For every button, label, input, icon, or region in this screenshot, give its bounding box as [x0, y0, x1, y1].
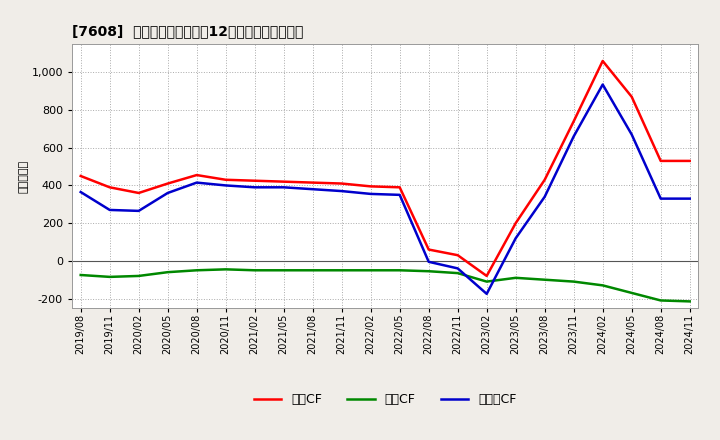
- 投資CF: [482, 279, 491, 284]
- 投資CF: [570, 279, 578, 284]
- 投資CF: [251, 268, 259, 273]
- 営業CF: [251, 178, 259, 183]
- 営業CF: [135, 191, 143, 196]
- 投資CF: [221, 267, 230, 272]
- 営業CF: [105, 185, 114, 190]
- 投資CF: [395, 268, 404, 273]
- 投資CF: [541, 277, 549, 282]
- 投資CF: [308, 268, 317, 273]
- 営業CF: [163, 181, 172, 186]
- 投資CF: [76, 272, 85, 278]
- フリーCF: [511, 235, 520, 241]
- 営業CF: [482, 273, 491, 279]
- 営業CF: [366, 184, 375, 189]
- 投資CF: [366, 268, 375, 273]
- 営業CF: [570, 119, 578, 124]
- フリーCF: [657, 196, 665, 201]
- Line: 営業CF: 営業CF: [81, 61, 690, 276]
- 投資CF: [454, 271, 462, 276]
- Line: 投資CF: 投資CF: [81, 269, 690, 301]
- フリーCF: [163, 191, 172, 196]
- Text: [7608]  キャッシュフローの12か月移動合計の推移: [7608] キャッシュフローの12か月移動合計の推移: [72, 24, 303, 38]
- フリーCF: [454, 266, 462, 271]
- フリーCF: [221, 183, 230, 188]
- 投資CF: [338, 268, 346, 273]
- フリーCF: [570, 134, 578, 139]
- 営業CF: [511, 220, 520, 226]
- 営業CF: [424, 247, 433, 252]
- Line: フリーCF: フリーCF: [81, 84, 690, 294]
- フリーCF: [685, 196, 694, 201]
- 投資CF: [685, 299, 694, 304]
- 営業CF: [279, 179, 288, 184]
- 投資CF: [279, 268, 288, 273]
- 営業CF: [454, 253, 462, 258]
- 営業CF: [221, 177, 230, 183]
- フリーCF: [251, 185, 259, 190]
- フリーCF: [541, 194, 549, 199]
- フリーCF: [135, 208, 143, 213]
- フリーCF: [338, 188, 346, 194]
- 投資CF: [657, 298, 665, 303]
- 投資CF: [511, 275, 520, 280]
- フリーCF: [598, 82, 607, 87]
- フリーCF: [424, 259, 433, 264]
- フリーCF: [105, 207, 114, 213]
- フリーCF: [395, 192, 404, 198]
- 投資CF: [163, 270, 172, 275]
- フリーCF: [366, 191, 375, 197]
- フリーCF: [308, 187, 317, 192]
- 投資CF: [627, 290, 636, 296]
- フリーCF: [76, 189, 85, 194]
- 投資CF: [135, 273, 143, 279]
- 営業CF: [685, 158, 694, 164]
- 営業CF: [395, 185, 404, 190]
- 投資CF: [192, 268, 201, 273]
- 投資CF: [105, 274, 114, 279]
- フリーCF: [627, 132, 636, 137]
- 投資CF: [424, 268, 433, 274]
- 営業CF: [76, 173, 85, 179]
- フリーCF: [279, 185, 288, 190]
- フリーCF: [482, 291, 491, 297]
- フリーCF: [192, 180, 201, 185]
- 営業CF: [192, 172, 201, 178]
- 営業CF: [338, 181, 346, 186]
- 営業CF: [657, 158, 665, 164]
- Legend: 営業CF, 投資CF, フリーCF: 営業CF, 投資CF, フリーCF: [254, 393, 516, 407]
- 営業CF: [541, 177, 549, 183]
- 営業CF: [308, 180, 317, 185]
- 営業CF: [627, 94, 636, 99]
- 投資CF: [598, 283, 607, 288]
- Y-axis label: （百万円）: （百万円）: [19, 159, 29, 193]
- 営業CF: [598, 59, 607, 64]
